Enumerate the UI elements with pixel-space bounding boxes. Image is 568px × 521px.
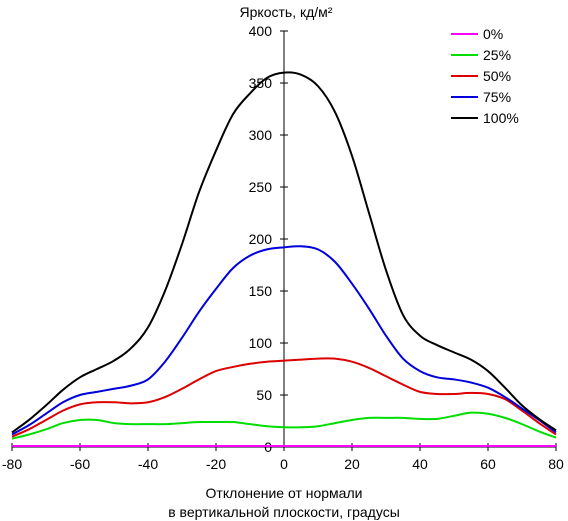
y-tick-label: 400 bbox=[249, 23, 273, 39]
series-line-4 bbox=[11, 71, 557, 434]
y-tick-label: 300 bbox=[249, 127, 273, 143]
x-tick-label: 0 bbox=[280, 456, 288, 472]
y-tick-label: 150 bbox=[249, 283, 273, 299]
x-tick-label: -40 bbox=[138, 456, 158, 472]
series-line-2 bbox=[11, 357, 557, 438]
chart-title: Яркость, кд/м² bbox=[240, 4, 333, 20]
y-tick-label: 50 bbox=[256, 387, 272, 403]
legend-label-0: 0% bbox=[483, 26, 503, 42]
x-tick-label: -80 bbox=[2, 456, 22, 472]
x-tick-label: 80 bbox=[548, 456, 564, 472]
series-line-3 bbox=[11, 245, 557, 436]
y-tick-label: 200 bbox=[249, 231, 273, 247]
x-axis-label-line-2: в вертикальной плоскости, градусы bbox=[168, 504, 400, 520]
series-lines bbox=[11, 71, 557, 447]
legend: 0% 25% 50% 75% 100% bbox=[451, 26, 519, 126]
y-tick-label: 100 bbox=[249, 335, 273, 351]
x-tick-label: 60 bbox=[480, 456, 496, 472]
legend-label-1: 25% bbox=[483, 47, 511, 63]
x-tick-label: -20 bbox=[206, 456, 226, 472]
legend-label-2: 50% bbox=[483, 68, 511, 84]
x-axis-label-line-1: Отклонение от нормали bbox=[206, 485, 363, 501]
y-tick-label: 250 bbox=[249, 179, 273, 195]
x-tick-label: -60 bbox=[70, 456, 90, 472]
legend-label-4: 100% bbox=[483, 110, 519, 126]
legend-label-3: 75% bbox=[483, 89, 511, 105]
axes: -80 -60 -40 -20 0 20 40 60 800501001502002503003… bbox=[2, 23, 564, 472]
series-line-1 bbox=[11, 411, 557, 440]
x-tick-label: 40 bbox=[412, 456, 428, 472]
x-tick-label: 20 bbox=[344, 456, 360, 472]
y-tick-label: 0 bbox=[264, 439, 272, 455]
